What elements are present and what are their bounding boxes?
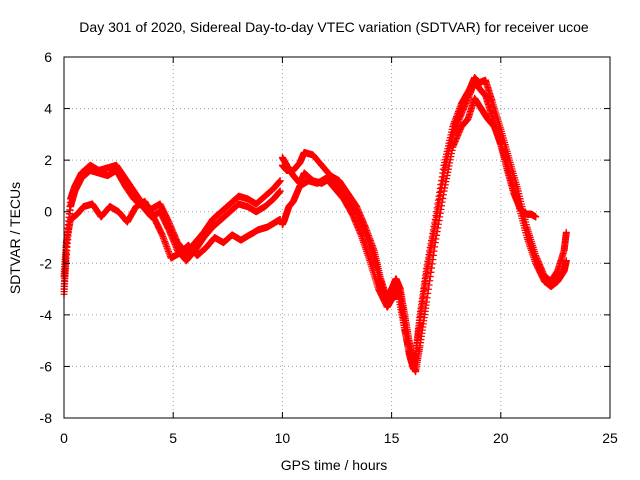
x-tick-label: 5	[169, 430, 177, 446]
x-tick-label: 0	[60, 430, 68, 446]
y-axis-title: SDTVAR / TECUs	[7, 182, 23, 294]
chart-title: Day 301 of 2020, Sidereal Day-to-day VTE…	[79, 19, 589, 35]
series-points	[60, 161, 284, 293]
x-tick-label: 25	[602, 430, 618, 446]
data-points	[60, 74, 570, 376]
grid-lines	[64, 57, 610, 418]
plot-frame	[63, 56, 611, 419]
data-point	[532, 213, 540, 221]
x-axis-title: GPS time / hours	[281, 457, 388, 473]
y-tick-label: 0	[44, 204, 52, 220]
series-points	[60, 166, 284, 298]
y-tick-label: -4	[40, 307, 53, 323]
y-tick-label: 2	[44, 152, 52, 168]
y-tick-label: -2	[40, 255, 53, 271]
x-tick-label: 20	[493, 430, 509, 446]
x-tick-label: 15	[384, 430, 400, 446]
axis-ticks: 0 5 10 15 20 25 -8 -6 -4 -2 0 2 4 6	[40, 49, 618, 446]
y-tick-label: 6	[44, 49, 52, 65]
data-point	[276, 187, 284, 195]
series-points	[60, 197, 284, 280]
x-tick-label: 10	[275, 430, 291, 446]
y-tick-label: 4	[44, 101, 52, 117]
y-tick-label: -8	[40, 410, 53, 426]
y-tick-label: -6	[40, 358, 53, 374]
data-point	[276, 177, 284, 185]
series-points	[278, 94, 540, 376]
data-point	[562, 228, 570, 236]
